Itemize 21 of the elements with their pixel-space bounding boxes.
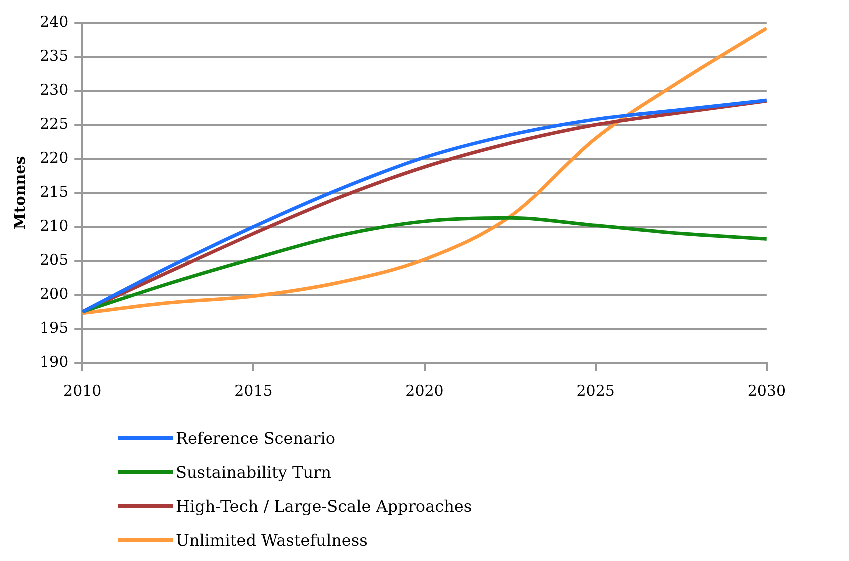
y-tick-label: 230 (40, 80, 69, 99)
y-tick-label: 190 (40, 352, 69, 371)
y-tick-label: 220 (40, 148, 69, 167)
legend-label: High-Tech / Large-Scale Approaches (176, 496, 472, 516)
x-tick-label: 2020 (406, 382, 444, 400)
y-axis-title: Mtonnes (10, 156, 29, 230)
x-tick-label: 2010 (64, 382, 102, 400)
y-tick-label: 200 (40, 284, 69, 303)
y-tick-label: 195 (40, 318, 69, 337)
y-tick-label: 225 (40, 114, 69, 133)
y-tick-label: 210 (40, 216, 69, 235)
x-tick-label: 2030 (748, 382, 786, 400)
y-tick-label: 205 (40, 250, 69, 269)
y-tick-label: 215 (40, 182, 69, 201)
legend-label: Reference Scenario (176, 428, 336, 448)
legend-label: Sustainability Turn (176, 462, 332, 482)
x-tick-label: 2025 (576, 382, 615, 400)
y-tick-label: 240 (40, 12, 69, 31)
legend-label: Unlimited Wastefulness (176, 530, 368, 550)
x-tick-label: 2015 (234, 382, 273, 400)
y-tick-label: 235 (40, 46, 69, 65)
